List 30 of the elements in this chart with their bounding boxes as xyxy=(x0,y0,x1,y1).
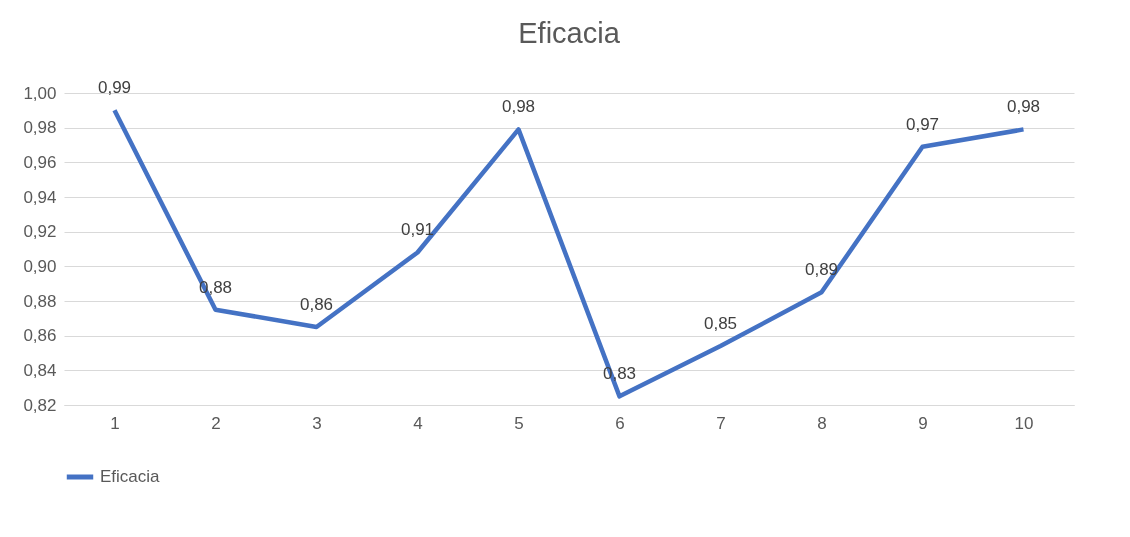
data-label: 0,85 xyxy=(703,314,738,334)
data-label: 0,89 xyxy=(804,260,839,280)
data-label: 0,86 xyxy=(299,295,334,314)
x-tick-label: 6 xyxy=(615,413,625,433)
data-label: 0,91 xyxy=(400,220,435,240)
x-tick-label: 7 xyxy=(716,413,726,433)
y-tick-label: 0,92 xyxy=(23,222,57,242)
y-tick-label: 0,82 xyxy=(23,395,57,415)
data-label: 0,99 xyxy=(97,78,132,98)
chart-title: Eficacia xyxy=(518,17,621,50)
y-tick-label: 0,98 xyxy=(23,118,57,138)
data-label: 0,97 xyxy=(905,114,940,134)
y-tick-label: 0,90 xyxy=(23,256,57,276)
y-tick-label: 1,00 xyxy=(23,83,57,103)
x-tick-label: 3 xyxy=(312,413,322,433)
x-tick-label: 8 xyxy=(817,413,827,433)
y-tick-label: 0,86 xyxy=(23,326,57,346)
y-tick-label: 0,96 xyxy=(23,152,57,172)
y-tick-label: 0,94 xyxy=(23,187,57,207)
y-tick-label: 0,88 xyxy=(23,291,57,311)
x-tick-label: 1 xyxy=(110,413,120,433)
x-tick-label: 5 xyxy=(514,413,524,433)
x-tick-label: 2 xyxy=(211,413,221,433)
x-tick-label: 9 xyxy=(918,413,928,433)
y-tick-label: 0,84 xyxy=(23,360,57,380)
legend-label: Eficacia xyxy=(100,467,161,486)
data-label: 0,98 xyxy=(1006,97,1041,117)
x-tick-label: 4 xyxy=(413,413,423,433)
data-label: 0,98 xyxy=(501,97,536,117)
x-tick-label: 10 xyxy=(1014,413,1034,433)
